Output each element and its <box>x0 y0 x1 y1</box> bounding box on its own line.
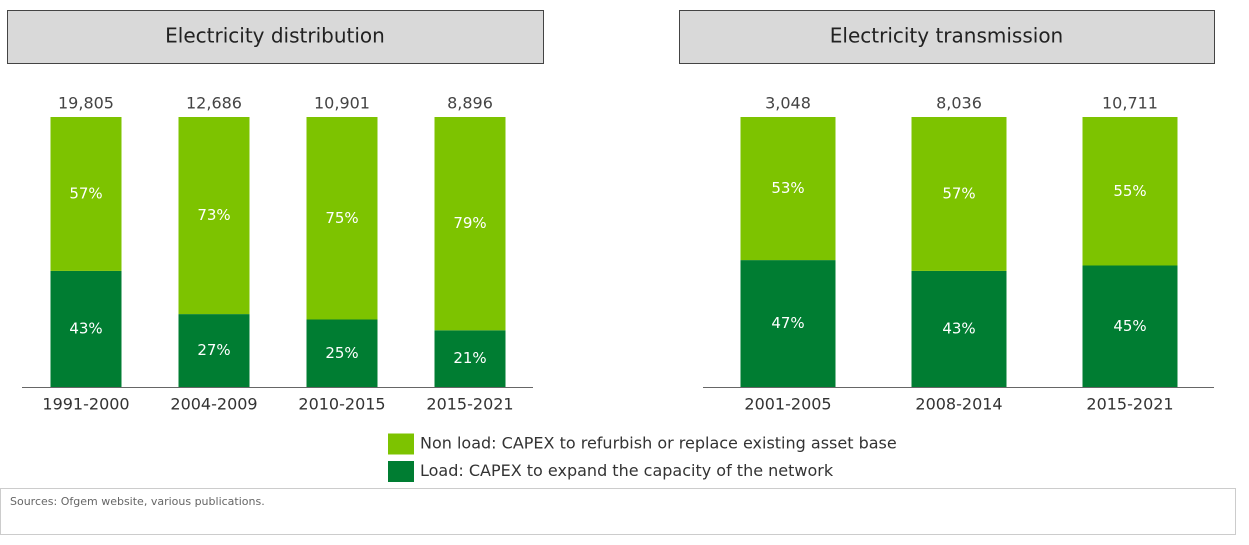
total-label: 8,896 <box>447 94 493 113</box>
x-tick-label: 2010-2015 <box>298 395 385 414</box>
value-label: 21% <box>453 349 486 367</box>
total-label: 8,036 <box>936 94 982 113</box>
bar-segment <box>911 117 1007 271</box>
legend-label: Load: CAPEX to expand the capacity of th… <box>420 461 834 480</box>
legend-swatch <box>388 433 414 455</box>
total-label: 10,901 <box>314 94 370 113</box>
value-label: 25% <box>325 344 358 362</box>
value-label: 43% <box>942 319 975 337</box>
bar-segment <box>434 330 506 387</box>
source-box <box>0 488 1236 535</box>
bar-segment <box>178 314 250 387</box>
bar-segment <box>1082 117 1178 266</box>
value-label: 79% <box>453 214 486 232</box>
x-tick-label: 2004-2009 <box>170 395 257 414</box>
title-box <box>7 10 544 64</box>
value-label: 75% <box>325 209 358 227</box>
bar-segment <box>911 270 1007 387</box>
value-label: 43% <box>69 319 102 337</box>
value-label: 73% <box>197 206 230 224</box>
bar-segment <box>50 117 122 271</box>
x-tick-label: 1991-2000 <box>42 395 129 414</box>
value-label: 57% <box>69 184 102 202</box>
bar-segment <box>306 117 378 320</box>
legend-label: Non load: CAPEX to refurbish or replace … <box>420 434 897 453</box>
bar-segment <box>740 260 836 387</box>
source: Sources: Ofgem website, various publicat… <box>10 495 265 508</box>
total-label: 12,686 <box>186 94 242 113</box>
chart-title: Electricity transmission <box>830 24 1063 48</box>
bar-segment <box>1082 265 1178 387</box>
title-box <box>679 10 1215 64</box>
chart-title: Electricity distribution <box>165 24 385 48</box>
bar-segment <box>306 319 378 387</box>
value-label: 27% <box>197 341 230 359</box>
x-tick-label: 2001-2005 <box>744 395 831 414</box>
value-label: 55% <box>1113 182 1146 200</box>
value-label: 45% <box>1113 317 1146 335</box>
bar-segment <box>434 117 506 331</box>
x-tick-label: 2015-2021 <box>1086 395 1173 414</box>
total-label: 10,711 <box>1102 94 1158 113</box>
legend-swatch <box>388 461 414 482</box>
value-label: 47% <box>771 314 804 332</box>
value-label: 57% <box>942 184 975 202</box>
bar-segment <box>740 117 836 261</box>
value-label: 53% <box>771 179 804 197</box>
x-tick-label: 2015-2021 <box>426 395 513 414</box>
total-label: 19,805 <box>58 94 114 113</box>
bar-segment <box>178 117 250 315</box>
total-label: 3,048 <box>765 94 811 113</box>
x-tick-label: 2008-2014 <box>915 395 1002 414</box>
bar-segment <box>50 270 122 387</box>
